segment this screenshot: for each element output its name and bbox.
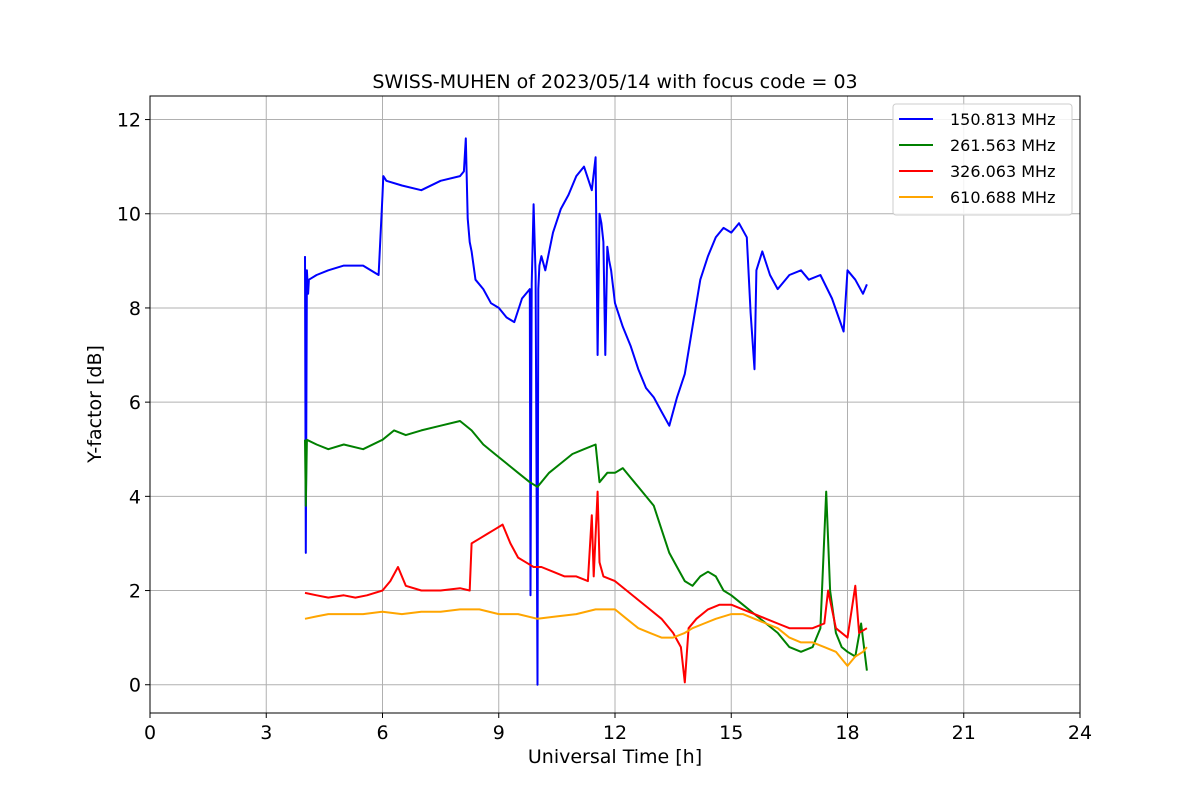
x-tick-label: 12 xyxy=(603,722,627,744)
y-tick-label: 2 xyxy=(129,581,141,603)
x-axis: 0 3 6 9 12 15 18 21 24 xyxy=(144,713,1092,744)
x-tick-label: 0 xyxy=(144,722,156,744)
legend: 150.813 MHz 261.563 MHz 326.063 MHz 610.688… xyxy=(892,103,1073,216)
plot-area xyxy=(304,137,868,686)
y-axis: 0 2 4 6 8 10 12 xyxy=(117,110,150,697)
legend-label: 150.813 MHz xyxy=(950,110,1055,129)
x-tick-label: 6 xyxy=(376,722,388,744)
legend-label: 261.563 MHz xyxy=(950,136,1055,155)
x-tick-label: 3 xyxy=(260,722,272,744)
series-line-150-813-mhz xyxy=(304,137,868,686)
series-line-326-063-mhz xyxy=(304,490,868,684)
y-tick-label: 8 xyxy=(129,298,141,320)
y-tick-label: 6 xyxy=(129,392,141,414)
legend-label: 610.688 MHz xyxy=(950,188,1055,207)
y-tick-label: 12 xyxy=(117,110,141,132)
y-tick-label: 4 xyxy=(129,486,141,508)
series-line-261-563-mhz xyxy=(304,420,868,671)
chart-title: SWISS-MUHEN of 2023/05/14 with focus cod… xyxy=(372,71,857,93)
y-tick-label: 10 xyxy=(117,204,141,226)
x-tick-label: 21 xyxy=(952,722,976,744)
x-tick-label: 24 xyxy=(1068,722,1092,744)
x-axis-title: Universal Time [h] xyxy=(528,746,702,768)
legend-label: 326.063 MHz xyxy=(950,162,1055,181)
x-tick-label: 18 xyxy=(835,722,859,744)
y-axis-title: Y-factor [dB] xyxy=(84,345,106,464)
legend-box xyxy=(892,103,1073,216)
x-tick-label: 15 xyxy=(719,722,743,744)
y-tick-label: 0 xyxy=(129,675,141,697)
x-tick-label: 9 xyxy=(493,722,505,744)
series-line-610-688-mhz xyxy=(304,608,868,667)
